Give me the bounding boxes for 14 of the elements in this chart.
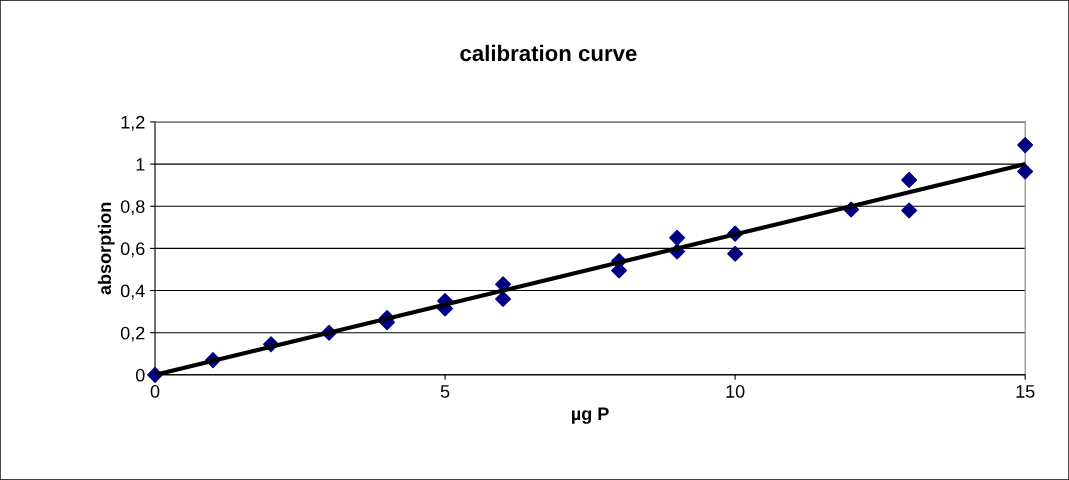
y-tick-label: 0,2	[120, 326, 145, 342]
y-tick-label: 0,6	[120, 242, 145, 258]
x-tick-label: 15	[1016, 385, 1035, 398]
chart-title: calibration curve	[460, 44, 637, 62]
y-tick-label: 0	[135, 368, 145, 382]
y-tick-label: 1	[136, 158, 145, 171]
y-tick-label: 0,8	[120, 200, 145, 216]
x-axis-title: µg P	[572, 407, 609, 424]
x-tick-label: 5	[440, 385, 450, 398]
x-tick-label: 0	[150, 385, 160, 398]
y-tick-label: 1,2	[121, 115, 145, 131]
x-tick-label: 10	[726, 385, 745, 398]
y-axis-title: absorption	[97, 202, 115, 295]
y-tick-label: 0,4	[120, 284, 145, 300]
